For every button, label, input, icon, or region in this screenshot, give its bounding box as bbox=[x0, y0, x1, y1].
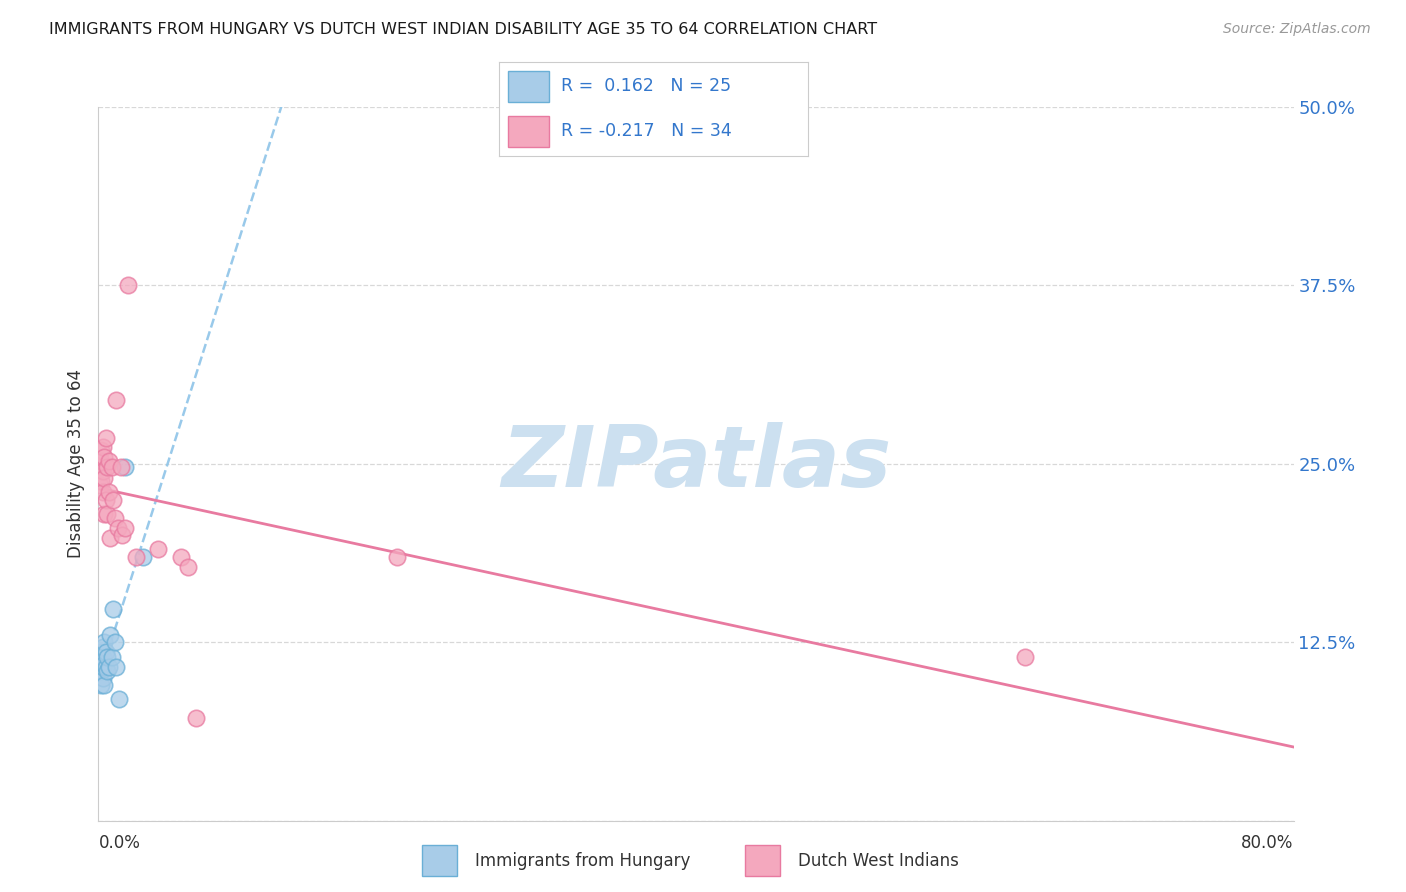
Text: R = -0.217   N = 34: R = -0.217 N = 34 bbox=[561, 122, 731, 140]
Point bbox=[117, 278, 139, 293]
Point bbox=[93, 471, 115, 485]
Point bbox=[93, 507, 115, 521]
Bar bbox=[509, 70, 548, 102]
Bar bbox=[509, 116, 548, 147]
Point bbox=[103, 602, 125, 616]
Point bbox=[96, 649, 118, 664]
Point bbox=[97, 485, 120, 500]
Point bbox=[90, 454, 112, 468]
Bar bbox=[745, 846, 780, 876]
Point bbox=[104, 511, 127, 525]
Point bbox=[110, 459, 132, 474]
Y-axis label: Disability Age 35 to 64: Disability Age 35 to 64 bbox=[67, 369, 86, 558]
Point bbox=[90, 645, 112, 659]
Point bbox=[91, 671, 114, 685]
Point bbox=[108, 692, 131, 706]
Point bbox=[94, 659, 117, 673]
Bar bbox=[422, 846, 457, 876]
Point bbox=[91, 649, 114, 664]
Point bbox=[97, 454, 120, 468]
Text: Dutch West Indians: Dutch West Indians bbox=[799, 852, 959, 870]
Point bbox=[90, 474, 112, 488]
Point bbox=[111, 528, 134, 542]
Point bbox=[114, 459, 136, 474]
Point bbox=[105, 659, 128, 673]
Text: Immigrants from Hungary: Immigrants from Hungary bbox=[475, 852, 690, 870]
Point bbox=[107, 521, 129, 535]
Point bbox=[89, 459, 111, 474]
Point bbox=[100, 531, 122, 545]
Text: IMMIGRANTS FROM HUNGARY VS DUTCH WEST INDIAN DISABILITY AGE 35 TO 64 CORRELATION: IMMIGRANTS FROM HUNGARY VS DUTCH WEST IN… bbox=[49, 22, 877, 37]
Point bbox=[169, 549, 191, 564]
Point bbox=[93, 450, 115, 464]
Point bbox=[94, 431, 117, 445]
Point bbox=[89, 659, 111, 673]
Point bbox=[91, 464, 114, 478]
Point bbox=[114, 521, 136, 535]
Text: 80.0%: 80.0% bbox=[1241, 834, 1294, 852]
Point bbox=[91, 440, 114, 454]
Point bbox=[93, 657, 115, 671]
Point bbox=[90, 442, 112, 457]
Point bbox=[104, 635, 127, 649]
Point bbox=[385, 549, 409, 564]
Point bbox=[125, 549, 148, 564]
Point bbox=[97, 659, 120, 673]
Text: R =  0.162   N = 25: R = 0.162 N = 25 bbox=[561, 78, 731, 95]
Point bbox=[94, 645, 117, 659]
Point bbox=[90, 678, 112, 692]
Text: 0.0%: 0.0% bbox=[98, 834, 141, 852]
Point bbox=[93, 678, 115, 692]
Point bbox=[177, 559, 200, 574]
Point bbox=[101, 649, 124, 664]
Text: ZIPatlas: ZIPatlas bbox=[501, 422, 891, 506]
Point bbox=[91, 640, 114, 654]
Point bbox=[89, 649, 111, 664]
Point bbox=[101, 459, 124, 474]
Point bbox=[1014, 649, 1036, 664]
Point bbox=[132, 549, 155, 564]
Point bbox=[96, 664, 118, 678]
Point bbox=[100, 628, 122, 642]
Point bbox=[91, 659, 114, 673]
Point bbox=[103, 492, 125, 507]
Point bbox=[89, 478, 111, 492]
Point bbox=[184, 711, 207, 725]
Point bbox=[148, 542, 170, 557]
Point bbox=[90, 664, 112, 678]
Point bbox=[96, 459, 118, 474]
Point bbox=[94, 492, 117, 507]
Point bbox=[91, 485, 114, 500]
Text: Source: ZipAtlas.com: Source: ZipAtlas.com bbox=[1223, 22, 1371, 37]
Point bbox=[93, 635, 115, 649]
Point bbox=[105, 392, 128, 407]
Point bbox=[96, 507, 118, 521]
